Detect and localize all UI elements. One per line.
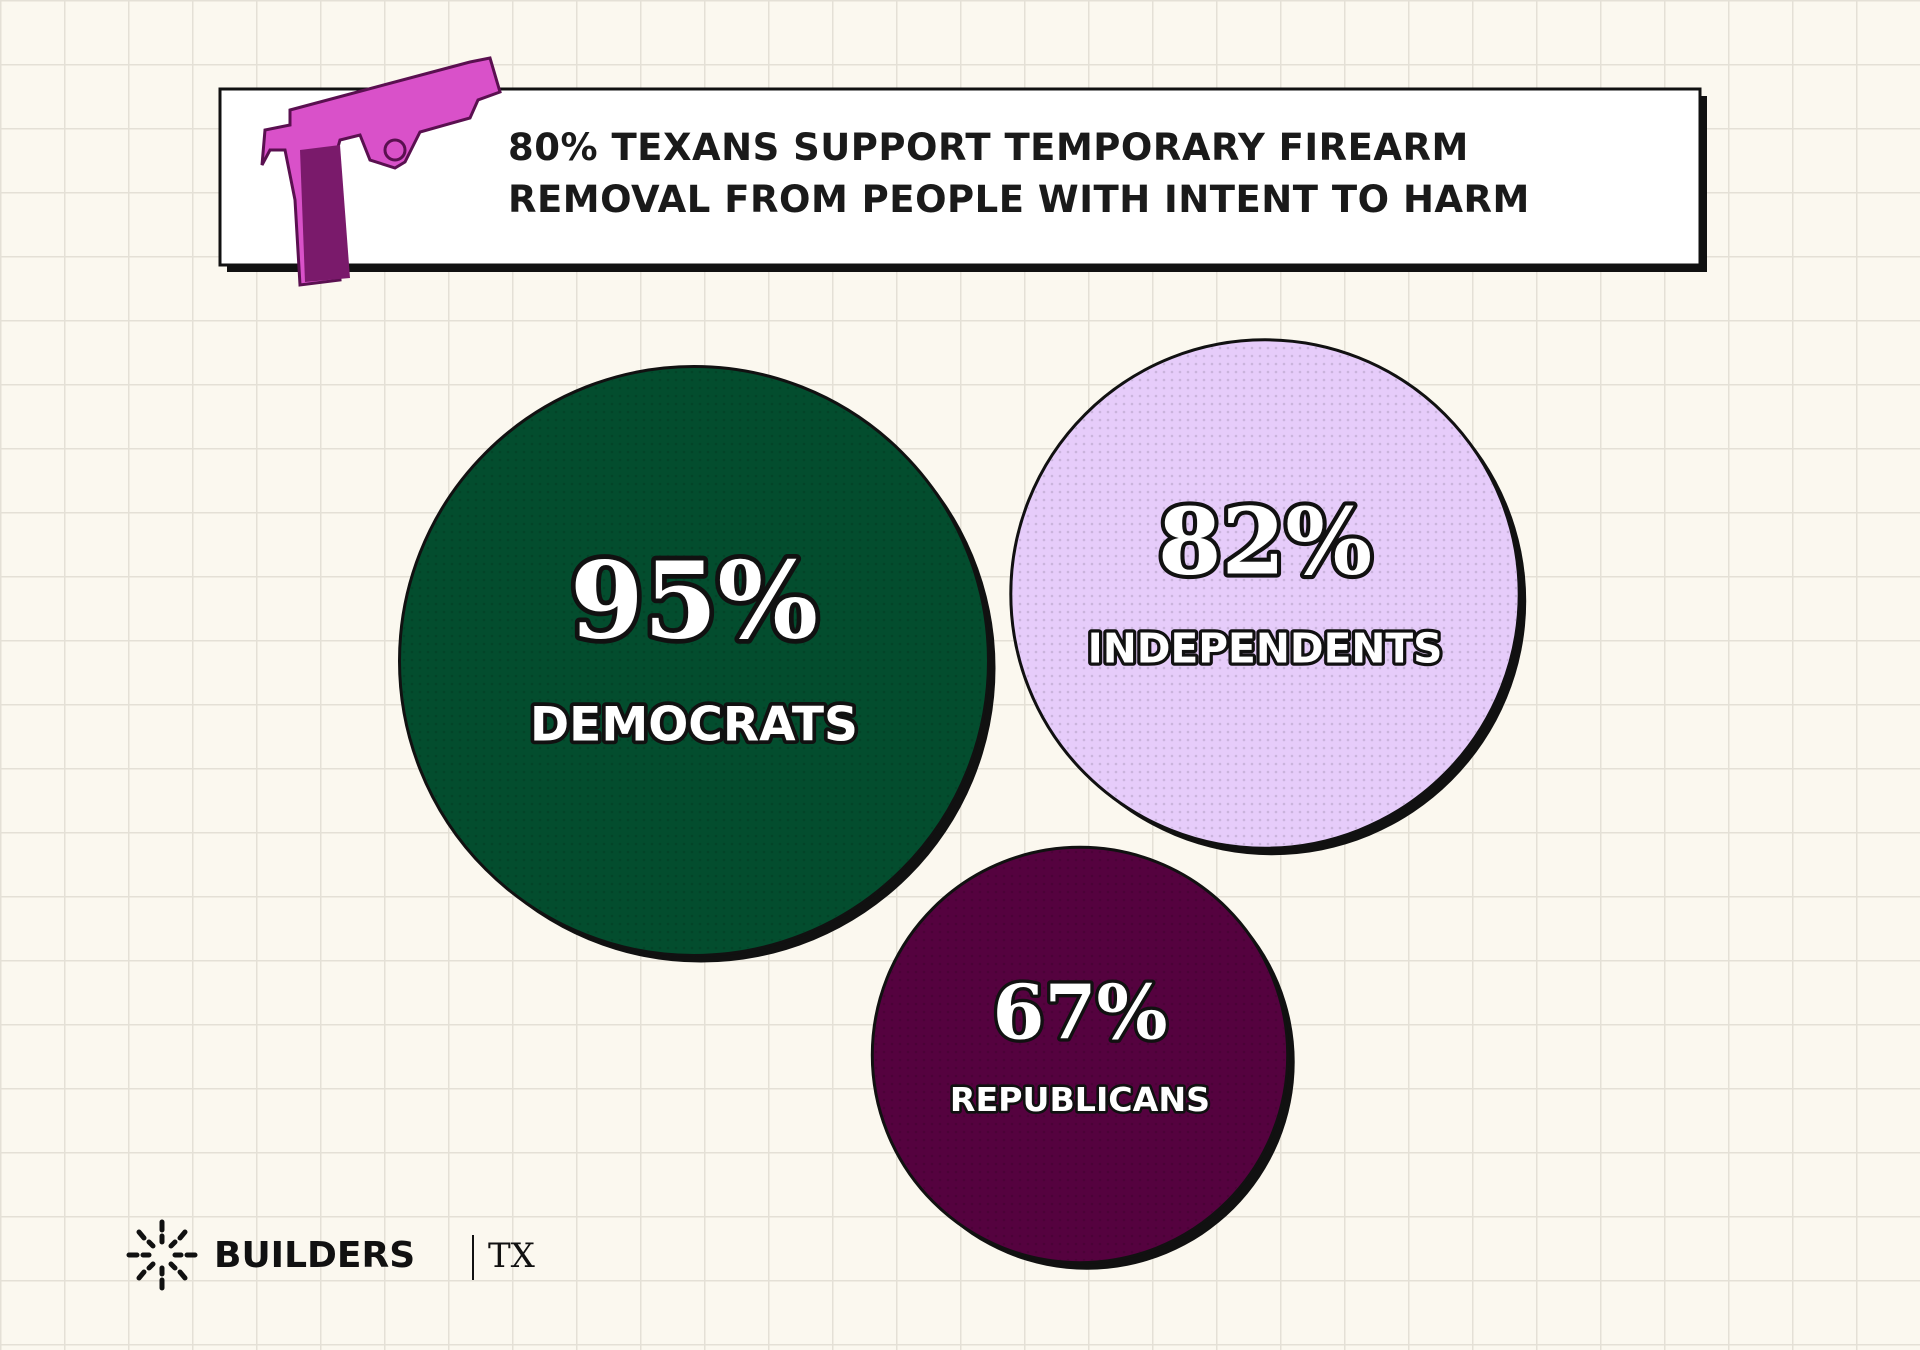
value-label: 95% bbox=[570, 538, 818, 663]
title-line: REMOVAL FROM PEOPLE WITH INTENT TO HARM bbox=[508, 178, 1530, 221]
brand-region: TX bbox=[488, 1236, 536, 1276]
value-label: 67% bbox=[992, 968, 1167, 1056]
bubble-texture bbox=[401, 368, 987, 954]
category-label: DEMOCRATS bbox=[530, 698, 858, 753]
category-label: REPUBLICANS bbox=[950, 1080, 1210, 1119]
value-label: 82% bbox=[1158, 488, 1372, 596]
title-line: 80% TEXANS SUPPORT TEMPORARY FIREARM bbox=[508, 126, 1469, 169]
category-label: INDEPENDENTS bbox=[1088, 625, 1443, 673]
pistol-icon bbox=[260, 56, 502, 287]
bubble-texture bbox=[874, 849, 1286, 1261]
bubble-texture bbox=[1012, 341, 1518, 847]
brand-logo bbox=[126, 1219, 198, 1291]
brand-name: BUILDERS bbox=[214, 1235, 415, 1276]
